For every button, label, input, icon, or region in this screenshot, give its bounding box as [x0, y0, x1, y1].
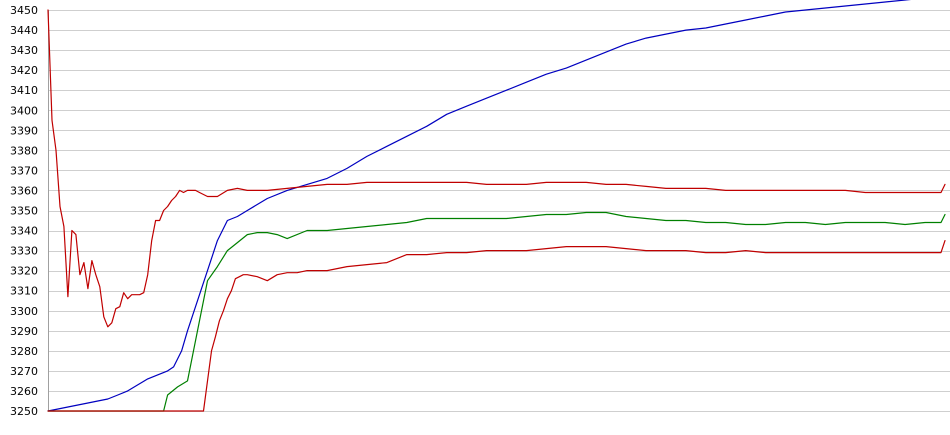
y-tick-label: 3360	[10, 184, 38, 197]
y-tick-label: 3300	[10, 305, 38, 318]
y-tick-label: 3320	[10, 265, 38, 278]
y-tick-label: 3310	[10, 285, 38, 298]
y-tick-label: 3250	[10, 405, 38, 418]
series-line-red-lower	[47, 240, 946, 412]
y-tick-label: 3280	[10, 345, 38, 358]
axis-layer: 3250 3260 3270 3280 3290 3300 3310 3320 3330 3340…	[10, 4, 49, 418]
series-line-red-upper	[47, 9, 946, 328]
y-tick-label: 3340	[10, 225, 38, 238]
y-tick-label: 3440	[10, 24, 38, 37]
grid-layer	[48, 10, 950, 412]
y-tick-label: 3290	[10, 325, 38, 338]
y-tick-label: 3420	[10, 64, 38, 77]
y-tick-label: 3350	[10, 205, 38, 218]
series-layer	[47, 0, 946, 412]
y-tick-label: 3330	[10, 245, 38, 258]
series-line-green	[47, 211, 946, 412]
y-tick-label: 3430	[10, 44, 38, 57]
y-tick-label: 3390	[10, 124, 38, 137]
y-tick-label: 3370	[10, 164, 38, 177]
series-line-blue	[47, 0, 912, 412]
y-tick-label: 3260	[10, 385, 38, 398]
y-tick-label: 3380	[10, 144, 38, 157]
y-tick-label: 3410	[10, 84, 38, 97]
y-tick-label: 3400	[10, 104, 38, 117]
y-tick-label: 3270	[10, 365, 38, 378]
y-tick-label: 3450	[10, 4, 38, 17]
